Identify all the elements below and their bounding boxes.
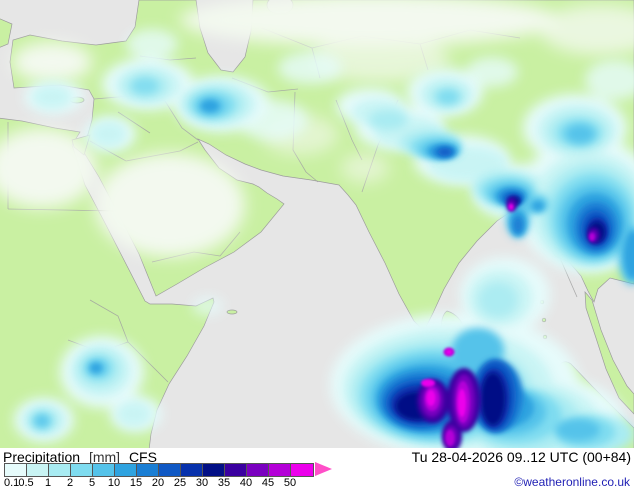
legend-tick: 45 [261,477,275,489]
legend-tick: 25 [173,477,187,489]
island-socotra [226,309,238,315]
legend-swatch [93,464,115,476]
legend-tick: 30 [195,477,209,489]
legend-swatch [181,464,203,476]
legend-swatch [269,464,291,476]
legend-tick: 0.5 [18,477,34,489]
map-unit: [mm] [88,449,121,465]
legend-tick: 0.1 [4,477,20,489]
legend-bar [4,463,314,477]
legend-arrow [315,462,332,476]
map-datetime: Tu 28-04-2026 09..12 UTC (00+84) [411,449,631,465]
legend-swatch [115,464,137,476]
desert-tint-layer [0,0,634,257]
legend-swatch [225,464,247,476]
legend-tick: 5 [88,477,96,489]
legend-swatch [71,464,93,476]
copyright-link[interactable]: ©weatheronline.co.uk [514,475,630,489]
legend-panel: Precipitation [mm] CFS Tu 28-04-2026 09.… [0,448,634,490]
legend-tick: 15 [129,477,143,489]
malay-peninsula [584,290,634,415]
legend-swatch [291,464,313,476]
legend-title-row: Precipitation [mm] CFS Tu 28-04-2026 09.… [3,449,631,465]
map-title-group: Precipitation [mm] CFS [3,449,162,465]
legend-tick: 2 [66,477,74,489]
legend-tick: 35 [217,477,231,489]
legend-tick: 10 [107,477,121,489]
legend-tick: 40 [239,477,253,489]
balkans-edge [0,18,13,48]
legend-swatch [203,464,225,476]
legend-tick: 50 [283,477,297,489]
map-area [0,0,634,448]
legend-swatch [5,464,27,476]
legend-swatch [247,464,269,476]
legend-swatch [27,464,49,476]
legend-ticks: 0.1 0.5 1 2 5 10 15 20 25 30 35 40 45 50 [0,477,634,489]
map-model: CFS [128,449,157,465]
precip-level-13 [421,204,513,417]
legend-swatch [159,464,181,476]
andaman-island [541,317,547,323]
weather-map [0,0,634,448]
legend-swatch [137,464,159,476]
legend-swatch [49,464,71,476]
legend-tick: 1 [44,477,52,489]
map-title: Precipitation [3,449,81,465]
legend-tick: 20 [151,477,165,489]
